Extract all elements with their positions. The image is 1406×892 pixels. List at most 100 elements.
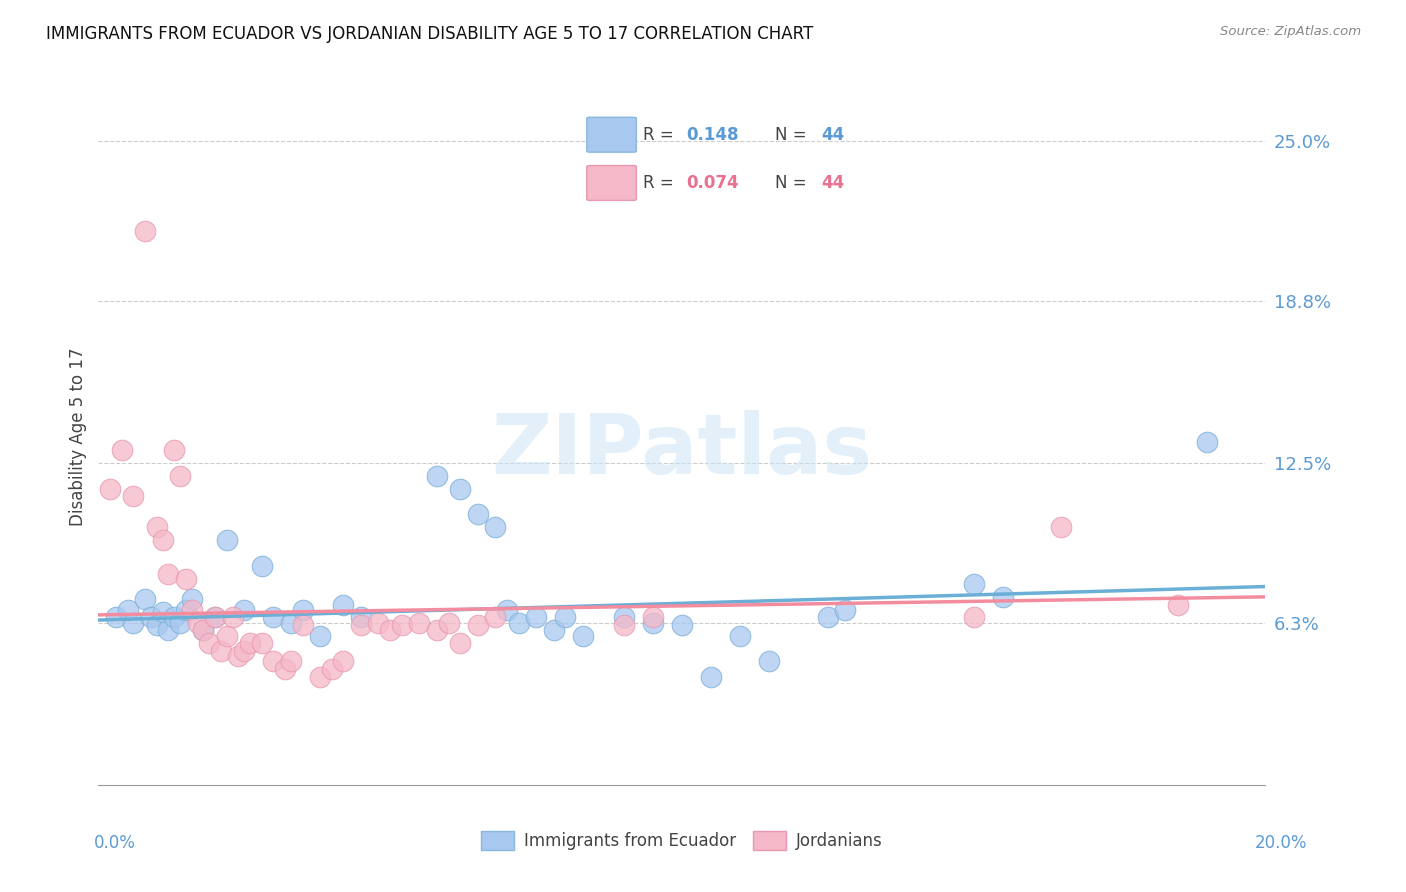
Text: 44: 44 bbox=[821, 174, 845, 192]
Point bbox=[612, 618, 634, 632]
Point bbox=[215, 628, 238, 642]
Point bbox=[332, 598, 354, 612]
Point bbox=[187, 615, 209, 630]
Point bbox=[104, 610, 127, 624]
Point bbox=[496, 603, 519, 617]
Point bbox=[274, 662, 297, 676]
Point bbox=[163, 442, 186, 457]
Point bbox=[508, 615, 530, 630]
Point bbox=[730, 628, 752, 642]
Point bbox=[146, 520, 169, 534]
Point bbox=[962, 577, 984, 591]
Point bbox=[174, 572, 197, 586]
Point bbox=[350, 610, 373, 624]
Point bbox=[122, 489, 145, 503]
Point bbox=[152, 533, 174, 548]
Point bbox=[134, 592, 156, 607]
Point bbox=[671, 618, 693, 632]
Point bbox=[122, 615, 145, 630]
Point bbox=[215, 533, 238, 548]
Point bbox=[437, 615, 460, 630]
Point bbox=[426, 624, 449, 638]
Point bbox=[193, 624, 215, 638]
Point bbox=[1167, 598, 1189, 612]
Point bbox=[117, 603, 139, 617]
Text: 20.0%: 20.0% bbox=[1256, 834, 1308, 852]
Point bbox=[198, 636, 221, 650]
Point bbox=[554, 610, 576, 624]
Point bbox=[467, 508, 489, 522]
Point bbox=[250, 636, 273, 650]
Y-axis label: Disability Age 5 to 17: Disability Age 5 to 17 bbox=[69, 348, 87, 526]
Point bbox=[641, 610, 664, 624]
Point bbox=[332, 654, 354, 668]
Point bbox=[204, 610, 226, 624]
Point bbox=[571, 628, 593, 642]
Point bbox=[350, 618, 373, 632]
Point bbox=[1050, 520, 1073, 534]
FancyBboxPatch shape bbox=[586, 166, 637, 201]
Point bbox=[309, 628, 332, 642]
Text: R =: R = bbox=[643, 174, 673, 192]
Point bbox=[146, 618, 169, 632]
Point bbox=[157, 624, 180, 638]
Point bbox=[163, 610, 186, 624]
Point bbox=[280, 654, 302, 668]
Text: R =: R = bbox=[643, 126, 673, 144]
Text: N =: N = bbox=[775, 174, 807, 192]
Text: ZIPatlas: ZIPatlas bbox=[492, 410, 872, 491]
Point bbox=[250, 558, 273, 573]
Point bbox=[139, 610, 162, 624]
Point bbox=[367, 615, 389, 630]
Text: Source: ZipAtlas.com: Source: ZipAtlas.com bbox=[1220, 25, 1361, 38]
Point bbox=[291, 603, 314, 617]
Text: 0.148: 0.148 bbox=[686, 126, 738, 144]
Point bbox=[280, 615, 302, 630]
Point bbox=[309, 670, 332, 684]
Text: 44: 44 bbox=[821, 126, 845, 144]
Point bbox=[484, 520, 506, 534]
Point bbox=[98, 482, 121, 496]
Point bbox=[484, 610, 506, 624]
Point bbox=[321, 662, 343, 676]
Point bbox=[543, 624, 565, 638]
Point bbox=[204, 610, 226, 624]
Point bbox=[233, 603, 256, 617]
Point bbox=[111, 442, 134, 457]
Point bbox=[157, 566, 180, 581]
Point bbox=[228, 649, 250, 664]
Text: 0.0%: 0.0% bbox=[94, 834, 136, 852]
Point bbox=[449, 482, 471, 496]
Point bbox=[700, 670, 723, 684]
Point bbox=[134, 224, 156, 238]
Point bbox=[209, 644, 232, 658]
Text: N =: N = bbox=[775, 126, 807, 144]
Point bbox=[962, 610, 984, 624]
Point bbox=[169, 615, 191, 630]
Point bbox=[991, 590, 1014, 604]
Point bbox=[221, 610, 243, 624]
Point bbox=[239, 636, 262, 650]
Legend: Immigrants from Ecuador, Jordanians: Immigrants from Ecuador, Jordanians bbox=[474, 824, 890, 856]
Point bbox=[391, 618, 413, 632]
Point bbox=[380, 624, 402, 638]
Point bbox=[524, 610, 547, 624]
Text: IMMIGRANTS FROM ECUADOR VS JORDANIAN DISABILITY AGE 5 TO 17 CORRELATION CHART: IMMIGRANTS FROM ECUADOR VS JORDANIAN DIS… bbox=[46, 25, 814, 43]
Point bbox=[758, 654, 780, 668]
Point bbox=[193, 624, 215, 638]
Point bbox=[180, 603, 202, 617]
Point bbox=[817, 610, 839, 624]
Point bbox=[834, 603, 856, 617]
Point bbox=[174, 603, 197, 617]
Point bbox=[426, 468, 449, 483]
Point bbox=[233, 644, 256, 658]
Text: 0.074: 0.074 bbox=[686, 174, 738, 192]
Point bbox=[152, 605, 174, 619]
Point bbox=[1195, 435, 1218, 450]
Point bbox=[180, 592, 202, 607]
Point bbox=[169, 468, 191, 483]
Point bbox=[262, 610, 284, 624]
Point bbox=[612, 610, 634, 624]
Point bbox=[449, 636, 471, 650]
Point bbox=[467, 618, 489, 632]
